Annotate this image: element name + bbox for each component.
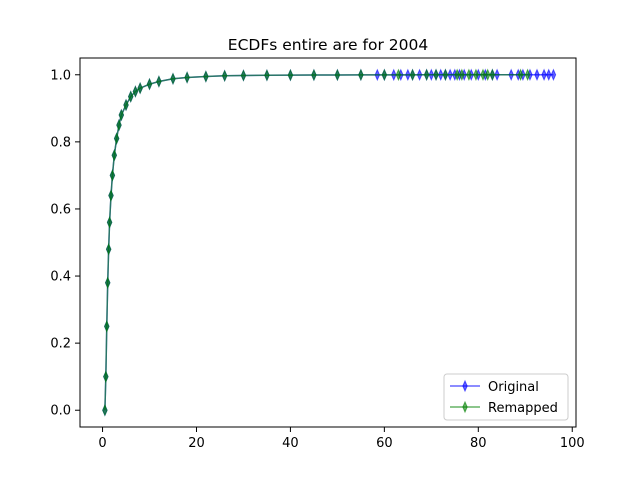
data-point — [105, 242, 112, 256]
data-point — [409, 68, 416, 82]
x-tick-label: 100 — [560, 436, 585, 451]
data-point — [137, 81, 143, 95]
data-point — [102, 403, 108, 417]
data-point — [546, 68, 552, 82]
legend: Original Remapped — [443, 373, 569, 421]
y-axis: 0.0 0.2 0.4 0.6 0.8 1.0 — [50, 68, 80, 419]
chart-title: ECDFs entire are for 2004 — [228, 36, 428, 54]
data-point — [334, 68, 341, 82]
data-point — [109, 169, 116, 182]
data-point — [132, 85, 139, 98]
data-point — [480, 68, 486, 82]
x-tick-label: 80 — [470, 436, 487, 451]
data-point — [104, 320, 110, 333]
data-point — [108, 189, 114, 202]
legend-label-remapped: Remapped — [488, 401, 558, 416]
data-point — [442, 68, 449, 82]
data-point — [311, 68, 317, 82]
data-point — [550, 68, 557, 82]
data-point — [240, 69, 247, 82]
data-point — [524, 68, 531, 82]
data-point — [111, 149, 118, 162]
data-point — [473, 68, 479, 82]
x-tick-label: 60 — [376, 436, 393, 451]
data-point — [127, 90, 134, 103]
legend-marker-remapped — [462, 400, 468, 414]
data-point — [466, 68, 472, 82]
data-point — [423, 68, 430, 82]
data-point — [381, 68, 388, 82]
y-tick-label: 0.0 — [50, 404, 71, 419]
data-point — [170, 72, 176, 86]
data-point — [287, 68, 294, 82]
data-point — [123, 98, 129, 112]
y-tick-label: 0.8 — [50, 135, 71, 150]
y-tick-label: 0.6 — [50, 202, 71, 217]
data-point — [489, 68, 496, 82]
data-point — [358, 68, 364, 82]
data-point — [103, 370, 109, 383]
data-point — [116, 118, 122, 132]
data-point — [459, 68, 465, 82]
data-point — [184, 71, 190, 84]
data-point — [146, 77, 153, 91]
legend-label-original: Original — [488, 380, 539, 395]
series-layer — [102, 68, 557, 417]
x-tick-label: 40 — [282, 436, 299, 451]
series-original — [102, 68, 557, 417]
data-point — [221, 69, 228, 83]
y-tick-label: 0.2 — [50, 337, 71, 352]
series-line — [104, 74, 528, 411]
series-line — [104, 74, 554, 411]
data-point — [541, 68, 547, 82]
legend-marker-original — [462, 379, 468, 393]
series-remapped — [102, 68, 531, 417]
x-tick-label: 0 — [98, 436, 106, 451]
data-point — [156, 75, 162, 88]
data-point — [264, 69, 270, 82]
data-point — [113, 132, 120, 145]
y-tick-label: 1.0 — [50, 68, 71, 83]
data-point — [106, 216, 113, 229]
data-point — [534, 68, 540, 82]
x-axis: 0 20 40 60 80 100 — [98, 427, 585, 451]
x-tick-label: 20 — [188, 436, 205, 451]
data-point — [484, 68, 491, 82]
data-point — [118, 108, 125, 122]
data-point — [104, 276, 111, 289]
data-point — [433, 68, 439, 82]
y-tick-label: 0.4 — [50, 270, 71, 285]
axes-frame — [79, 57, 577, 428]
data-point — [203, 70, 209, 83]
data-point — [454, 68, 460, 82]
data-point — [395, 68, 402, 82]
data-point — [517, 68, 524, 82]
